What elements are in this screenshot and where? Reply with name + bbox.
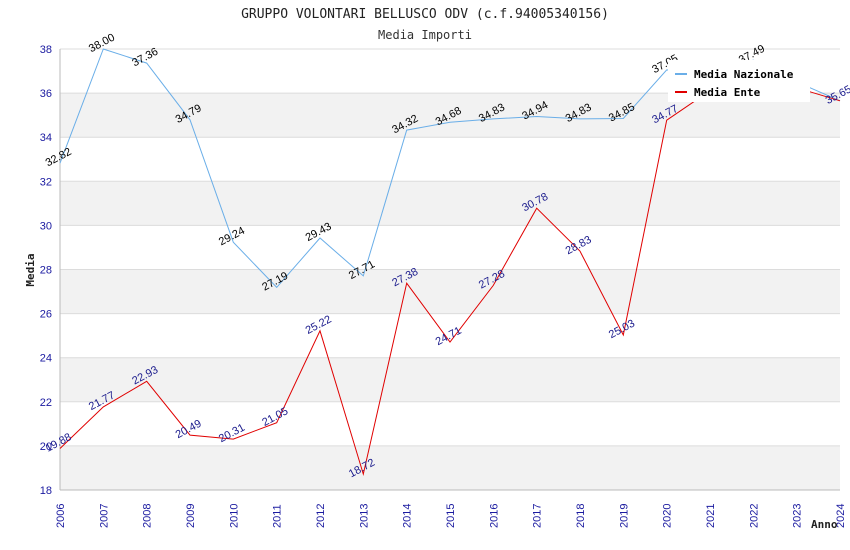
data-label: 32.82 (44, 146, 74, 170)
chart-title: GRUPPO VOLONTARI BELLUSCO ODV (c.f.94005… (241, 7, 609, 22)
x-tick-labels: 2006 2007 2008 2009 2010 2011 2012 2013 2014 2015… (55, 504, 847, 528)
y-tick-label: 36 (40, 88, 52, 100)
chart-subtitle: Media Importi (378, 28, 472, 42)
x-tick-label: 2023 (792, 504, 804, 528)
y-tick-label: 32 (40, 176, 52, 188)
y-tick-label: 38 (40, 44, 52, 56)
x-tick-label: 2016 (488, 504, 500, 528)
legend[interactable]: Media Nazionale Media Ente (668, 60, 810, 102)
x-tick-label: 2011 (272, 504, 284, 528)
plot-band (60, 181, 840, 226)
x-tick-label: 2009 (185, 504, 197, 528)
y-tick-labels: 18 20 22 24 26 28 30 32 34 36 38 (40, 44, 52, 497)
x-tick-label: 2008 (142, 504, 154, 528)
data-label: 21.05 (260, 405, 290, 429)
y-tick-label: 26 (40, 309, 52, 321)
y-tick-label: 34 (40, 132, 52, 144)
data-label: 20.49 (174, 418, 204, 442)
x-tick-label: 2015 (445, 504, 457, 528)
grid-lines (60, 48, 840, 491)
x-tick-label: 2014 (402, 504, 414, 528)
plot-band (60, 357, 840, 402)
data-label: 20.31 (217, 422, 247, 446)
x-tick-label: 2019 (618, 504, 630, 528)
data-label: 25.03 (607, 318, 637, 342)
x-tick-label: 2022 (748, 504, 760, 528)
x-tick-label: 2013 (358, 504, 370, 528)
data-label: 24.71 (434, 325, 464, 349)
y-tick-label: 22 (40, 397, 52, 409)
x-tick-label: 2021 (705, 504, 717, 528)
y-tick-label: 20 (40, 441, 52, 453)
y-tick-label: 30 (40, 220, 52, 232)
plot-band (60, 445, 840, 490)
legend-label-media-ente[interactable]: Media Ente (694, 86, 761, 99)
x-tick-label: 2024 (835, 504, 847, 528)
x-tick-label: 2007 (98, 504, 110, 528)
y-axis-label: Media (24, 253, 37, 286)
x-tick-label: 2010 (228, 504, 240, 528)
y-tick-label: 24 (40, 353, 52, 365)
x-tick-label: 2006 (55, 504, 67, 528)
data-label: 28.83 (564, 234, 594, 258)
x-tick-label: 2012 (315, 504, 327, 528)
plot-bands (60, 93, 840, 490)
y-tick-label: 18 (40, 485, 52, 497)
x-tick-label: 2017 (532, 504, 544, 528)
x-tick-label: 2020 (662, 504, 674, 528)
data-label: 29.24 (217, 225, 247, 249)
x-axis-label: Anno (811, 518, 838, 531)
legend-label-media-nazionale[interactable]: Media Nazionale (694, 68, 794, 81)
legend-box (668, 60, 810, 102)
x-tick-label: 2018 (575, 504, 587, 528)
plot-band (60, 269, 840, 314)
y-tick-label: 28 (40, 265, 52, 277)
axes (59, 49, 840, 491)
